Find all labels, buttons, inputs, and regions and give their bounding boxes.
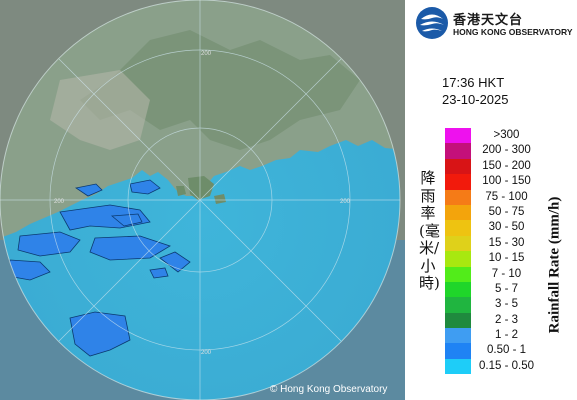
hko-name-english: HONG KONG OBSERVATORY	[453, 27, 573, 37]
legend-swatch	[445, 343, 471, 359]
legend-row: 3 - 5	[445, 297, 575, 313]
legend-row: 150 - 200	[445, 158, 575, 175]
hong-kong-islands	[176, 176, 226, 204]
legend-label: >300	[493, 129, 520, 141]
legend-row: 200 - 300	[445, 143, 575, 159]
legend-label: 2 - 3	[494, 313, 518, 326]
legend-label: 0.15 - 0.50	[479, 359, 534, 372]
legend-label: 3 - 5	[494, 298, 518, 311]
copyright-notice: © Hong Kong Observatory	[270, 384, 388, 395]
legend-title-english: Rainfall Rate (mm/h)	[546, 196, 563, 334]
legend-row: 75 - 100	[445, 189, 575, 205]
legend-row: 15 - 30	[445, 235, 575, 252]
land-texture-hills	[80, 30, 360, 150]
legend-row: 2 - 3	[445, 312, 575, 329]
range-ring-label: 200	[54, 199, 65, 205]
radar-time: 17:36 HKT	[442, 75, 505, 90]
legend-row: >300	[445, 128, 575, 144]
legend-swatch	[445, 204, 471, 221]
legend-swatch	[445, 328, 471, 344]
radar-map: 200 200 200 200	[0, 0, 405, 400]
legend-swatch	[445, 235, 471, 252]
hko-name-chinese: 香港天文台	[453, 13, 524, 28]
legend-swatch	[445, 358, 471, 375]
legend-row: 0.50 - 1	[445, 343, 575, 359]
legend-swatch	[445, 266, 471, 282]
legend-label: 5 - 7	[494, 282, 518, 295]
range-rings	[0, 0, 400, 400]
range-ring-label: 200	[201, 51, 212, 57]
legend-label: 7 - 10	[491, 267, 522, 280]
legend-row: 7 - 10	[445, 266, 575, 282]
legend-row: 0.15 - 0.50	[445, 358, 575, 375]
rain-echoes	[7, 179, 191, 357]
legend-label: 1 - 2	[494, 329, 518, 342]
info-panel: 香港天文台 HONG KONG OBSERVATORY 17:36 HKT 23…	[405, 0, 577, 400]
radar-date: 23-10-2025	[442, 92, 509, 107]
range-ring-label: 200	[340, 199, 351, 205]
legend-label: 100 - 150	[482, 175, 531, 188]
legend-swatch	[445, 189, 471, 205]
legend-label: 75 - 100	[485, 190, 528, 203]
legend-row: 50 - 75	[445, 204, 575, 221]
legend-swatch	[445, 128, 471, 144]
legend-swatch	[445, 174, 471, 190]
legend-label: 200 - 300	[482, 144, 531, 157]
legend-swatch	[445, 143, 471, 159]
legend-swatch	[445, 297, 471, 313]
legend-swatch	[445, 158, 471, 175]
hko-emblem-icon	[416, 7, 448, 39]
legend-label: 30 - 50	[488, 221, 525, 234]
legend-label: 10 - 15	[488, 252, 525, 265]
legend-row: 10 - 15	[445, 251, 575, 267]
rainfall-legend: >300 200 - 300 150 - 200 100 - 150 75 - 100 5…	[445, 128, 575, 375]
legend-row: 5 - 7	[445, 281, 575, 298]
hko-logo: 香港天文台 HONG KONG OBSERVATORY	[415, 6, 575, 40]
legend-label: 0.50 - 1	[487, 344, 526, 357]
legend-title-chinese: 降雨率(毫米/小時)	[419, 169, 440, 292]
radar-coverage-edge	[0, 0, 401, 400]
urban-area	[50, 70, 150, 150]
legend-row: 30 - 50	[445, 220, 575, 236]
legend-swatch	[445, 251, 471, 267]
legend-label: 15 - 30	[488, 236, 525, 249]
legend-swatch	[445, 312, 471, 329]
legend-swatch	[445, 220, 471, 236]
legend-row: 100 - 150	[445, 174, 575, 190]
legend-row: 1 - 2	[445, 328, 575, 344]
range-ring-label: 200	[201, 350, 212, 356]
legend-label: 150 - 200	[482, 159, 531, 172]
legend-label: 50 - 75	[488, 205, 525, 218]
legend-swatch	[445, 281, 471, 298]
